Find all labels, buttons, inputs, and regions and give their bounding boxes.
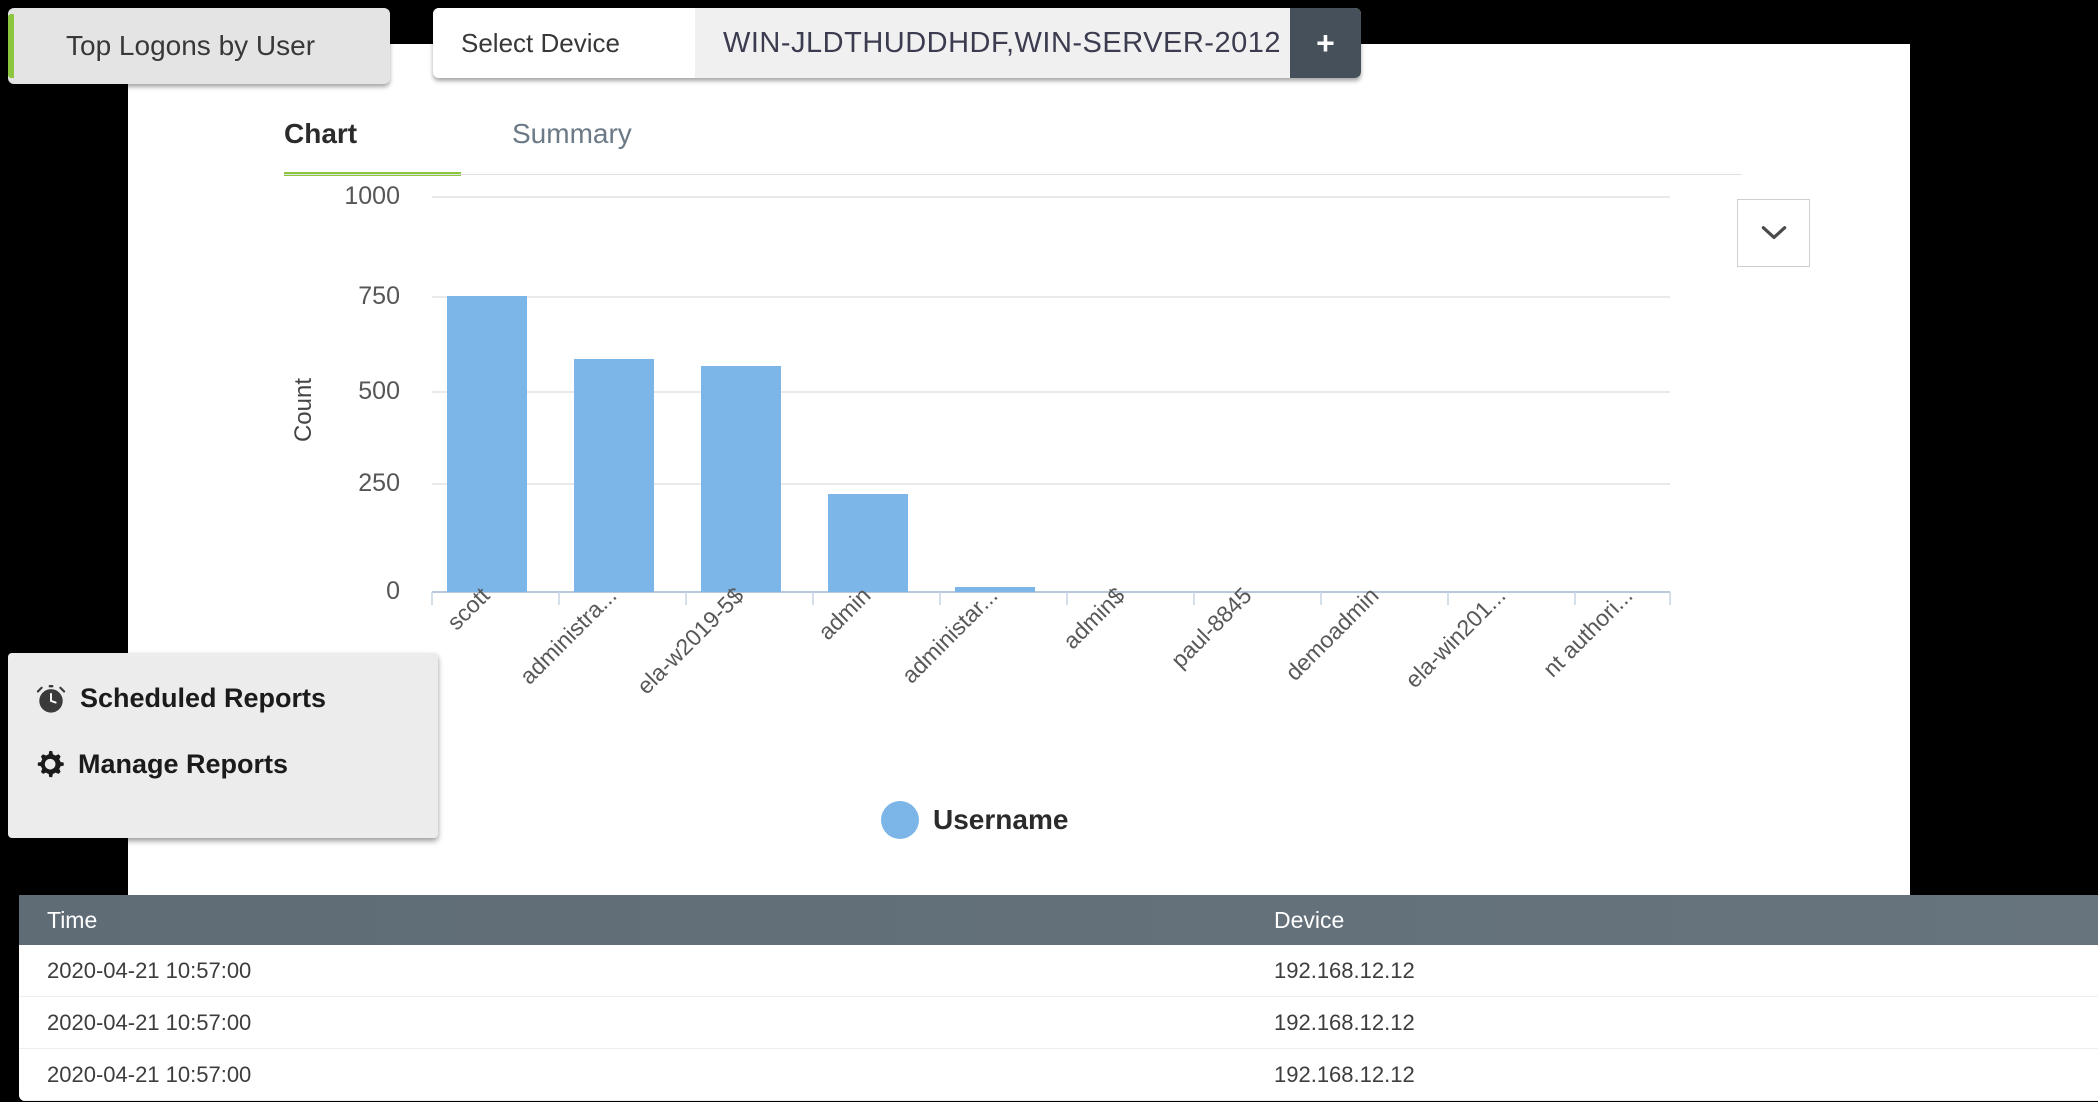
svg-text:500: 500 [358, 377, 400, 405]
svg-text:1000: 1000 [344, 182, 400, 210]
svg-text:admin$: admin$ [1058, 582, 1130, 654]
svg-text:administar...: administar... [896, 582, 1002, 688]
svg-text:Username: Username [933, 804, 1068, 835]
svg-text:administra...: administra... [515, 582, 622, 689]
svg-text:nt authori...: nt authori... [1538, 582, 1638, 682]
svg-text:paul-8845: paul-8845 [1166, 582, 1257, 673]
svg-text:ela-win201...: ela-win201... [1400, 582, 1511, 693]
svg-text:Count: Count [290, 378, 317, 442]
svg-text:demoadmin: demoadmin [1280, 582, 1383, 685]
svg-text:ela-w2019-5$: ela-w2019-5$ [632, 582, 749, 699]
svg-text:250: 250 [358, 469, 400, 497]
svg-text:0: 0 [386, 577, 400, 605]
svg-text:750: 750 [358, 282, 400, 310]
